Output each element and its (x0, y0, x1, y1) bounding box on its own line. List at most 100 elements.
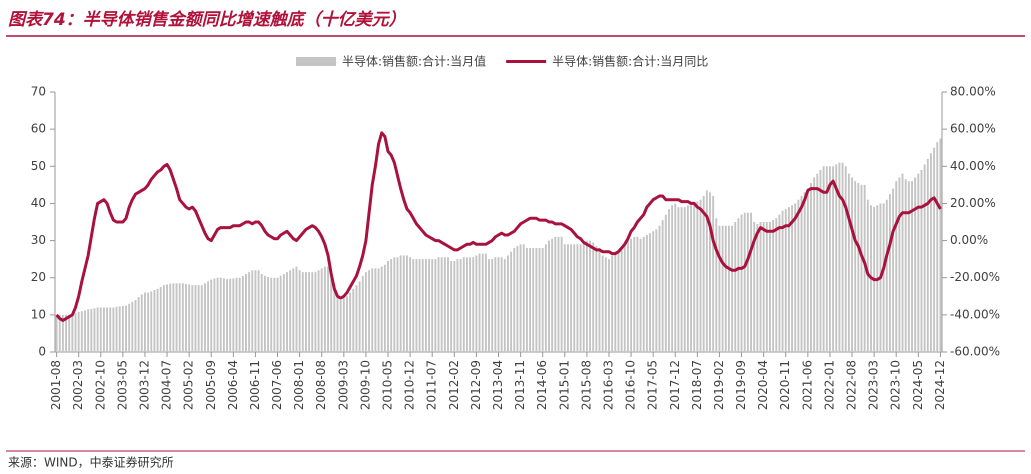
y-tick-label: 40 (31, 196, 46, 210)
bar (456, 259, 459, 352)
bar (55, 316, 58, 352)
bar (756, 223, 759, 352)
bar (106, 307, 109, 352)
bar (904, 179, 907, 352)
bar (475, 255, 478, 352)
bar (933, 147, 936, 352)
y2-tick-label: 40.00% (950, 159, 996, 173)
bar (99, 307, 102, 352)
bar (210, 279, 213, 352)
bar (642, 236, 645, 352)
legend-swatch (296, 57, 336, 66)
bar (188, 284, 191, 352)
bar (503, 259, 506, 352)
bar (311, 272, 314, 352)
x-tick-label: 2001-08 (49, 360, 63, 410)
x-tick-label: 2006-04 (226, 360, 240, 410)
bar (216, 277, 219, 352)
bar (787, 207, 790, 352)
bar (342, 298, 345, 352)
bar (649, 233, 651, 352)
bar (611, 255, 614, 352)
bar (525, 248, 528, 352)
x-tick-label: 2023-10 (889, 360, 903, 410)
bar (175, 283, 178, 352)
bar (443, 257, 446, 352)
bar (746, 212, 749, 352)
y2-tick-label: -20.00% (950, 270, 1000, 284)
bar (197, 285, 200, 352)
x-tick-label: 2009-03 (336, 360, 350, 410)
x-tick-label: 2003-12 (137, 360, 151, 410)
bar (762, 222, 765, 352)
x-tick-label: 2008-01 (292, 360, 306, 410)
bar (491, 259, 494, 352)
bar (658, 225, 661, 352)
y-tick-label: 30 (31, 233, 46, 247)
bar (737, 218, 740, 352)
bar (235, 277, 238, 352)
y-tick-label: 50 (31, 159, 46, 173)
bar (907, 181, 910, 352)
y2-tick-label: -60.00% (950, 345, 1000, 359)
bar (393, 257, 396, 352)
bar (727, 225, 730, 352)
bar (364, 272, 367, 352)
bar (166, 284, 169, 352)
x-tick-label: 2016-10 (624, 360, 638, 410)
bar (661, 220, 664, 352)
bar (828, 166, 831, 352)
bar (440, 257, 443, 352)
bar (863, 184, 866, 352)
bar (819, 170, 822, 352)
bar (298, 270, 301, 352)
bar (816, 173, 819, 352)
bar (888, 194, 891, 352)
bar (690, 203, 692, 352)
bar (529, 248, 532, 352)
bar (778, 214, 781, 352)
bar (219, 277, 222, 352)
chart-title: 图表74：半导体销售金额同比增速触底（十亿美元） (8, 10, 406, 30)
bar (96, 307, 99, 352)
bar (806, 188, 809, 352)
bar (295, 266, 298, 352)
x-tick-label: 2010-05 (381, 360, 395, 410)
bar (576, 244, 579, 352)
bar (936, 142, 939, 352)
bar (481, 253, 484, 352)
bar (734, 222, 737, 352)
bar (412, 259, 415, 352)
bar (699, 199, 702, 352)
x-tick-label: 2018-07 (690, 360, 704, 410)
bar (939, 138, 942, 352)
bar (813, 177, 816, 352)
x-tick-label: 2012-02 (447, 360, 461, 410)
bar (911, 181, 913, 352)
bar (387, 261, 389, 352)
bar (144, 292, 146, 352)
bar (257, 270, 260, 352)
bar (222, 278, 225, 352)
bar (595, 246, 598, 352)
bar (683, 207, 686, 352)
bar (544, 244, 547, 352)
y-tick-label: 0 (38, 345, 46, 359)
bar (447, 257, 449, 352)
bar (402, 255, 405, 352)
legend-label: 半导体:销售额:合计:当月值 (342, 54, 486, 69)
x-tick-label: 2009-10 (358, 360, 372, 410)
x-tick-label: 2015-08 (579, 360, 593, 410)
bar (494, 257, 497, 352)
bar (472, 257, 475, 352)
bar (478, 253, 481, 352)
bar (753, 222, 756, 352)
bar (892, 188, 895, 352)
bar (399, 255, 402, 352)
x-tick-label: 2021-06 (800, 360, 814, 410)
x-tick-label: 2012-09 (469, 360, 483, 410)
bar (519, 244, 522, 352)
x-tick-label: 2011-07 (425, 360, 439, 410)
bar (333, 285, 336, 352)
bar (346, 296, 348, 352)
